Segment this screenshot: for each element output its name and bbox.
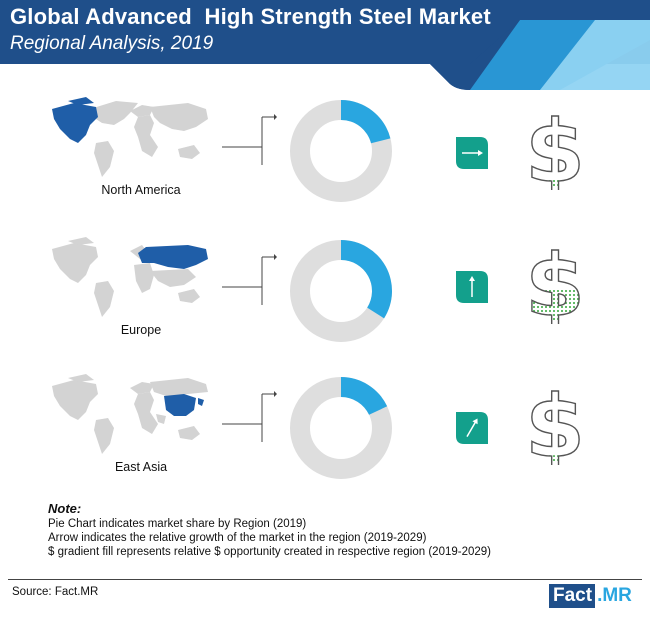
share-donut-chart	[290, 240, 392, 342]
dollar-glyph-icon: $	[525, 390, 585, 465]
region-label: East Asia	[114, 460, 168, 474]
donut-share-slice	[341, 377, 388, 415]
region-row-europe: Europe $ $	[0, 235, 650, 375]
note-line: $ gradient fill represents relative $ op…	[48, 546, 492, 558]
logo-fact: Fact	[549, 584, 596, 608]
region-label: North America	[101, 183, 181, 197]
header-banner: Global Advanced High Strength Steel Mark…	[0, 0, 650, 90]
region-connector-lines	[222, 114, 277, 165]
note-title: Note:	[48, 501, 82, 516]
growth-arrow-icon	[466, 420, 477, 438]
source-text: Source: Fact.MR	[12, 586, 99, 598]
share-donut-chart	[290, 100, 392, 202]
region-row-east-asia: East Asia $ $	[0, 372, 650, 512]
growth-arrow-badge	[456, 137, 488, 169]
world-map-north-america-icon	[52, 97, 208, 177]
dollar-glyph-icon: $	[525, 115, 585, 190]
dollar-glyph-icon: $	[525, 249, 585, 324]
page-title: Global Advanced High Strength Steel Mark…	[10, 4, 491, 29]
region-connector-lines	[222, 254, 277, 305]
dollar-fill-level	[525, 288, 585, 321]
note-line: Arrow indicates the relative growth of t…	[48, 532, 427, 544]
donut-share-slice	[341, 240, 392, 319]
donut-share-slice	[341, 100, 391, 144]
dollar-opportunity-icon: $$	[524, 115, 585, 190]
dollar-fill-level	[525, 455, 585, 462]
note-line: Pie Chart indicates market share by Regi…	[48, 518, 307, 530]
share-donut-chart	[290, 377, 392, 479]
region-row-north-america: North America $ $	[0, 95, 650, 235]
dollar-fill-level	[525, 178, 585, 187]
dollar-opportunity-icon: $$	[524, 249, 585, 324]
region-label: Europe	[120, 323, 162, 337]
growth-arrow-badge	[456, 271, 488, 303]
world-map-europe-icon	[52, 237, 208, 317]
world-map-east-asia-icon	[52, 374, 208, 454]
footer-divider	[8, 579, 642, 580]
dollar-opportunity-icon: $$	[524, 390, 585, 465]
logo-mr: .MR	[597, 585, 632, 606]
page-subtitle: Regional Analysis, 2019	[10, 33, 214, 54]
header-background	[0, 0, 650, 90]
growth-arrow-badge	[456, 412, 488, 444]
region-connector-lines	[222, 391, 277, 442]
factmr-logo: Fact .MR	[549, 584, 634, 608]
note-section: Note: Pie Chart indicates market share b…	[48, 502, 491, 559]
